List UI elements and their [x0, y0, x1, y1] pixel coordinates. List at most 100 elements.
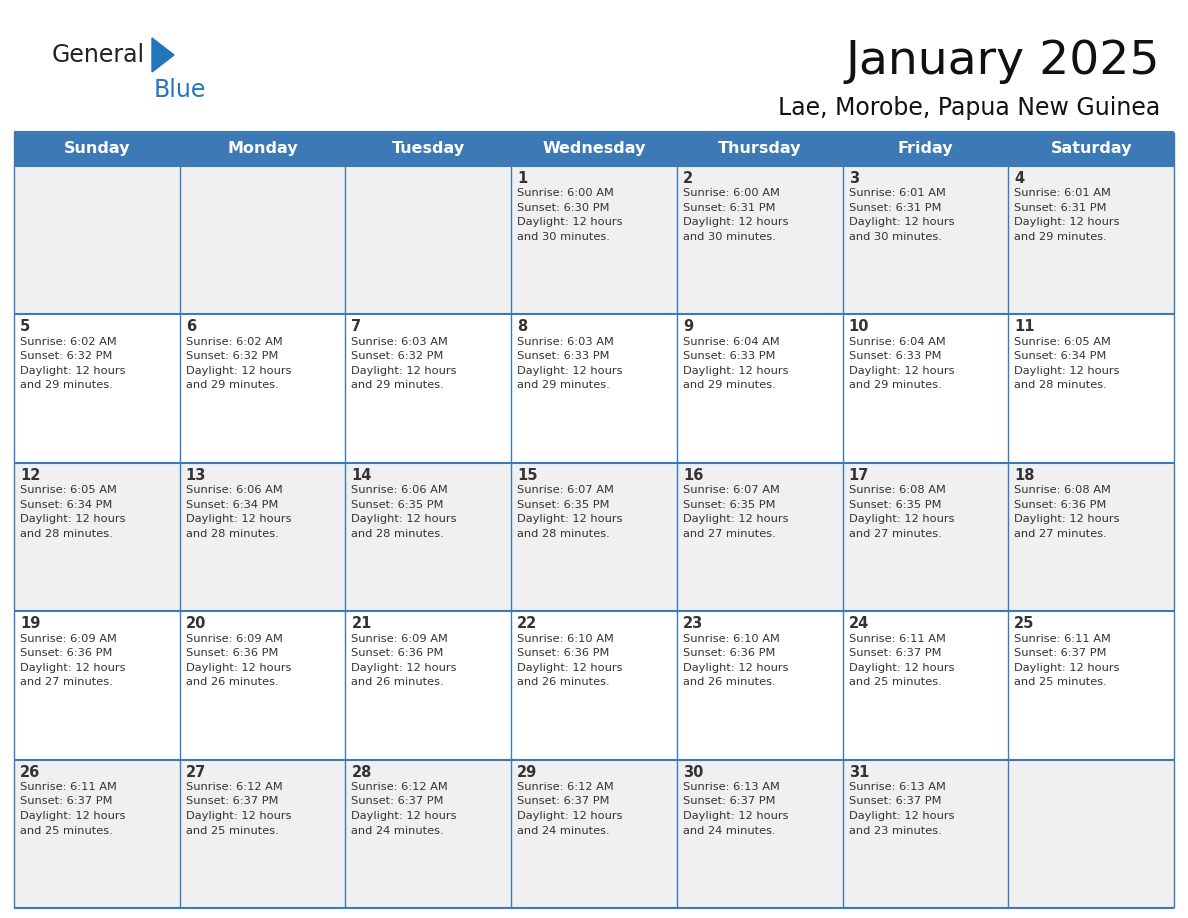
- Text: Sunrise: 6:06 AM: Sunrise: 6:06 AM: [352, 486, 448, 495]
- Text: 19: 19: [20, 616, 40, 632]
- Text: General: General: [52, 43, 145, 67]
- Text: Daylight: 12 hours: Daylight: 12 hours: [185, 365, 291, 375]
- Text: Daylight: 12 hours: Daylight: 12 hours: [683, 663, 789, 673]
- Text: and 29 minutes.: and 29 minutes.: [185, 380, 278, 390]
- Text: Sunset: 6:37 PM: Sunset: 6:37 PM: [848, 797, 941, 807]
- Text: Daylight: 12 hours: Daylight: 12 hours: [683, 811, 789, 821]
- Text: Lae, Morobe, Papua New Guinea: Lae, Morobe, Papua New Guinea: [778, 96, 1159, 120]
- Text: Sunset: 6:37 PM: Sunset: 6:37 PM: [517, 797, 609, 807]
- Text: Daylight: 12 hours: Daylight: 12 hours: [517, 514, 623, 524]
- Text: Sunrise: 6:10 AM: Sunrise: 6:10 AM: [517, 633, 614, 644]
- Text: Sunrise: 6:10 AM: Sunrise: 6:10 AM: [683, 633, 779, 644]
- Text: and 25 minutes.: and 25 minutes.: [848, 677, 941, 687]
- Text: 10: 10: [848, 319, 870, 334]
- Text: Daylight: 12 hours: Daylight: 12 hours: [848, 365, 954, 375]
- Text: Sunset: 6:35 PM: Sunset: 6:35 PM: [352, 499, 444, 509]
- Text: Sunday: Sunday: [64, 141, 131, 156]
- Text: Sunset: 6:30 PM: Sunset: 6:30 PM: [517, 203, 609, 213]
- Text: Daylight: 12 hours: Daylight: 12 hours: [20, 663, 126, 673]
- Text: Sunrise: 6:01 AM: Sunrise: 6:01 AM: [848, 188, 946, 198]
- Text: 12: 12: [20, 468, 40, 483]
- Text: Sunset: 6:31 PM: Sunset: 6:31 PM: [1015, 203, 1107, 213]
- Text: Sunrise: 6:07 AM: Sunrise: 6:07 AM: [683, 486, 779, 495]
- Text: Daylight: 12 hours: Daylight: 12 hours: [20, 514, 126, 524]
- Text: Daylight: 12 hours: Daylight: 12 hours: [352, 365, 457, 375]
- Text: 4: 4: [1015, 171, 1024, 186]
- Text: and 28 minutes.: and 28 minutes.: [20, 529, 113, 539]
- Text: 6: 6: [185, 319, 196, 334]
- Text: 30: 30: [683, 765, 703, 779]
- Text: Daylight: 12 hours: Daylight: 12 hours: [352, 811, 457, 821]
- Text: and 26 minutes.: and 26 minutes.: [517, 677, 609, 687]
- Text: Sunset: 6:36 PM: Sunset: 6:36 PM: [1015, 499, 1107, 509]
- Text: and 30 minutes.: and 30 minutes.: [517, 232, 609, 242]
- Text: 27: 27: [185, 765, 206, 779]
- Text: and 29 minutes.: and 29 minutes.: [848, 380, 941, 390]
- Text: Daylight: 12 hours: Daylight: 12 hours: [20, 365, 126, 375]
- Text: Monday: Monday: [227, 141, 298, 156]
- Text: and 25 minutes.: and 25 minutes.: [20, 825, 113, 835]
- Text: Sunset: 6:36 PM: Sunset: 6:36 PM: [352, 648, 444, 658]
- Text: and 25 minutes.: and 25 minutes.: [185, 825, 278, 835]
- Text: Sunrise: 6:09 AM: Sunrise: 6:09 AM: [185, 633, 283, 644]
- Text: Sunset: 6:33 PM: Sunset: 6:33 PM: [848, 352, 941, 362]
- Bar: [14, 759, 1174, 908]
- Text: Sunrise: 6:09 AM: Sunrise: 6:09 AM: [352, 633, 448, 644]
- Text: 7: 7: [352, 319, 361, 334]
- Text: Sunrise: 6:05 AM: Sunrise: 6:05 AM: [1015, 337, 1111, 347]
- Text: Daylight: 12 hours: Daylight: 12 hours: [848, 514, 954, 524]
- Text: Daylight: 12 hours: Daylight: 12 hours: [683, 514, 789, 524]
- Text: and 28 minutes.: and 28 minutes.: [352, 529, 444, 539]
- Text: Sunset: 6:37 PM: Sunset: 6:37 PM: [185, 797, 278, 807]
- Text: Sunset: 6:37 PM: Sunset: 6:37 PM: [352, 797, 444, 807]
- Text: Sunset: 6:36 PM: Sunset: 6:36 PM: [517, 648, 609, 658]
- Bar: [14, 463, 1174, 611]
- Text: and 24 minutes.: and 24 minutes.: [683, 825, 776, 835]
- Text: and 27 minutes.: and 27 minutes.: [683, 529, 776, 539]
- Text: 14: 14: [352, 468, 372, 483]
- Text: and 24 minutes.: and 24 minutes.: [517, 825, 609, 835]
- Text: and 27 minutes.: and 27 minutes.: [20, 677, 113, 687]
- Text: Daylight: 12 hours: Daylight: 12 hours: [185, 811, 291, 821]
- Text: Sunset: 6:36 PM: Sunset: 6:36 PM: [683, 648, 776, 658]
- Text: 22: 22: [517, 616, 537, 632]
- Bar: [14, 132, 1174, 166]
- Text: Daylight: 12 hours: Daylight: 12 hours: [683, 218, 789, 228]
- Text: 15: 15: [517, 468, 538, 483]
- Text: Daylight: 12 hours: Daylight: 12 hours: [185, 514, 291, 524]
- Text: Blue: Blue: [154, 78, 207, 102]
- Text: Sunset: 6:36 PM: Sunset: 6:36 PM: [20, 648, 113, 658]
- Text: and 30 minutes.: and 30 minutes.: [848, 232, 941, 242]
- Text: Sunset: 6:33 PM: Sunset: 6:33 PM: [683, 352, 776, 362]
- Text: 8: 8: [517, 319, 527, 334]
- Text: Sunrise: 6:02 AM: Sunrise: 6:02 AM: [20, 337, 116, 347]
- Text: Sunrise: 6:09 AM: Sunrise: 6:09 AM: [20, 633, 116, 644]
- Text: 18: 18: [1015, 468, 1035, 483]
- Text: Daylight: 12 hours: Daylight: 12 hours: [517, 365, 623, 375]
- Text: Sunset: 6:32 PM: Sunset: 6:32 PM: [352, 352, 444, 362]
- Text: 21: 21: [352, 616, 372, 632]
- Text: Daylight: 12 hours: Daylight: 12 hours: [1015, 514, 1120, 524]
- Text: 9: 9: [683, 319, 693, 334]
- Text: and 26 minutes.: and 26 minutes.: [352, 677, 444, 687]
- Text: Sunset: 6:34 PM: Sunset: 6:34 PM: [185, 499, 278, 509]
- Text: Wednesday: Wednesday: [542, 141, 646, 156]
- Text: Sunset: 6:31 PM: Sunset: 6:31 PM: [848, 203, 941, 213]
- Text: Sunrise: 6:04 AM: Sunrise: 6:04 AM: [683, 337, 779, 347]
- Text: 3: 3: [848, 171, 859, 186]
- Text: 25: 25: [1015, 616, 1035, 632]
- Text: and 29 minutes.: and 29 minutes.: [352, 380, 444, 390]
- Text: and 27 minutes.: and 27 minutes.: [1015, 529, 1107, 539]
- Text: Sunrise: 6:01 AM: Sunrise: 6:01 AM: [1015, 188, 1111, 198]
- Text: Sunset: 6:37 PM: Sunset: 6:37 PM: [683, 797, 776, 807]
- Text: Sunset: 6:34 PM: Sunset: 6:34 PM: [20, 499, 113, 509]
- Bar: [14, 314, 1174, 463]
- Text: 11: 11: [1015, 319, 1035, 334]
- Text: and 28 minutes.: and 28 minutes.: [517, 529, 609, 539]
- Text: Sunrise: 6:08 AM: Sunrise: 6:08 AM: [848, 486, 946, 495]
- Text: Sunrise: 6:11 AM: Sunrise: 6:11 AM: [848, 633, 946, 644]
- Text: Sunrise: 6:07 AM: Sunrise: 6:07 AM: [517, 486, 614, 495]
- Text: Daylight: 12 hours: Daylight: 12 hours: [352, 663, 457, 673]
- Text: Sunrise: 6:02 AM: Sunrise: 6:02 AM: [185, 337, 283, 347]
- Polygon shape: [152, 38, 173, 72]
